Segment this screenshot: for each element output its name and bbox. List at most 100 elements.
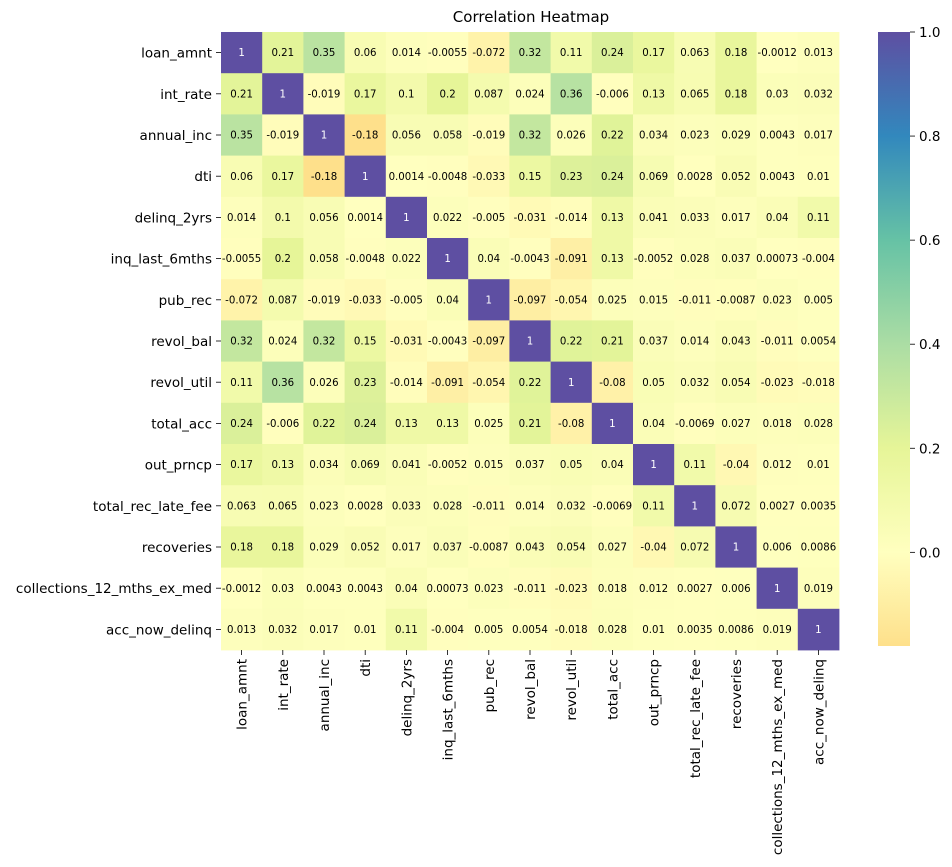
cell-annotation: -0.014 [555,213,588,224]
heatmap-cell [509,155,551,198]
cell-annotation: -0.04 [723,460,749,471]
cell-annotation: 0.024 [515,89,544,100]
cell-annotation: 0.087 [474,89,503,100]
heatmap-cell [468,73,510,115]
heatmap-cell [633,402,675,445]
heatmap-cell [633,114,675,156]
cell-annotation: 0.054 [557,543,586,554]
heatmap-cell [468,485,510,527]
heatmap-cell [509,32,551,74]
heatmap-cell [797,320,840,362]
heatmap-cell [756,279,799,321]
heatmap-cell [221,526,263,568]
cell-annotation: -0.0087 [469,543,508,554]
cell-annotation: 0.1 [398,89,414,100]
heatmap-cell [344,608,387,651]
cell-annotation: 0.0014 [389,172,425,183]
heatmap-cell [509,444,551,486]
x-tick-label: dti [358,659,374,677]
colorbar-tick-label: 0.2 [919,441,940,457]
heatmap-cell [633,444,675,486]
heatmap-cell [468,361,510,404]
cell-annotation: -0.005 [472,213,505,224]
cell-annotation: -0.011 [472,501,505,512]
cell-annotation: 0.22 [560,337,583,348]
cell-annotation: 0.072 [680,543,709,554]
cell-annotation: 0.018 [598,584,627,595]
heatmap-cell [797,238,840,280]
cell-annotation: 0.11 [642,501,665,512]
cell-annotation: 0.04 [477,254,500,265]
cell-annotation: 0.0054 [801,337,837,348]
y-tick-label: pub_rec [159,293,212,309]
cell-annotation: 0.0014 [347,213,383,224]
cell-annotation: -0.0012 [222,584,261,595]
heatmap-cell [591,526,634,568]
colorbar: 0.0 0.2 0.4 0.6 0.8 1.0 [878,25,940,646]
heatmap-cell [715,608,757,651]
heatmap-cell [262,526,304,568]
cell-annotation: -0.0087 [716,295,755,306]
cell-annotation: 0.052 [721,172,750,183]
x-tick-label: acc_now_delinq [811,659,827,765]
cell-annotation: -0.019 [308,89,341,100]
cell-annotation: 0.005 [474,625,503,636]
cell-annotation: 0.028 [804,419,833,430]
cell-annotation: 0.11 [560,48,583,59]
y-tick-label: out_prncp [145,458,212,474]
cell-annotation: -0.0069 [675,419,714,430]
heatmap-cell [756,402,799,445]
cell-annotation: 0.029 [721,131,750,142]
cell-annotation: 0.018 [763,419,792,430]
cell-annotation: -0.014 [390,378,423,389]
heatmap-cell [262,485,304,527]
cell-annotation: -0.04 [640,543,666,554]
cell-annotation: 0.012 [639,584,668,595]
heatmap-cell [550,155,593,198]
heatmap-cell [550,567,593,610]
heatmap-cell [385,32,428,74]
cell-annotation: 1 [609,419,615,430]
heatmap-cell [633,608,675,651]
heatmap-cell [468,155,510,198]
heatmap-cell [797,608,840,651]
cell-annotation: -0.0043 [428,337,467,348]
cell-annotation: 0.13 [271,460,294,471]
heatmap-cell [427,402,469,445]
heatmap-cell [797,155,840,198]
heatmap-cell [385,567,428,610]
heatmap-cell [385,444,428,486]
heatmap-cell [591,238,634,280]
heatmap-cell [797,114,840,156]
heatmap-cell [715,73,757,115]
cell-annotation: 0.36 [271,378,294,389]
heatmap-cell [303,320,345,362]
cell-annotation: 0.015 [639,295,668,306]
cell-annotation: 0.0035 [801,501,837,512]
heatmap-cell [262,196,304,239]
heatmap-cell [550,608,593,651]
heatmap-cell [797,567,840,610]
cell-annotation: 0.056 [309,213,338,224]
heatmap-cell [468,114,510,156]
cell-annotation: 0.17 [230,460,253,471]
heatmap-cell [427,485,469,527]
cell-annotation: 0.025 [474,419,503,430]
heatmap-cell [756,361,799,404]
cell-annotation: 0.027 [598,543,627,554]
heatmap-cell [797,73,840,115]
cell-annotation: 1 [774,584,780,595]
cell-annotation: 0.028 [598,625,627,636]
heatmap-cell [344,114,387,156]
cell-annotations: 1 0.21 0.35 0.06 0.014 -0.0055 -0.072 0.32 0.11 0… [222,48,836,636]
cell-annotation: 0.00073 [756,254,798,265]
cell-annotation: -0.018 [555,625,588,636]
heatmap-cell [303,444,345,486]
heatmap-cell [509,196,551,239]
cell-annotation: 0.17 [642,48,665,59]
heatmap-cell [633,238,675,280]
cell-annotation: 0.033 [680,213,709,224]
heatmap-cell [715,155,757,198]
heatmap-cell [262,402,304,445]
cell-annotation: -0.0055 [222,254,261,265]
